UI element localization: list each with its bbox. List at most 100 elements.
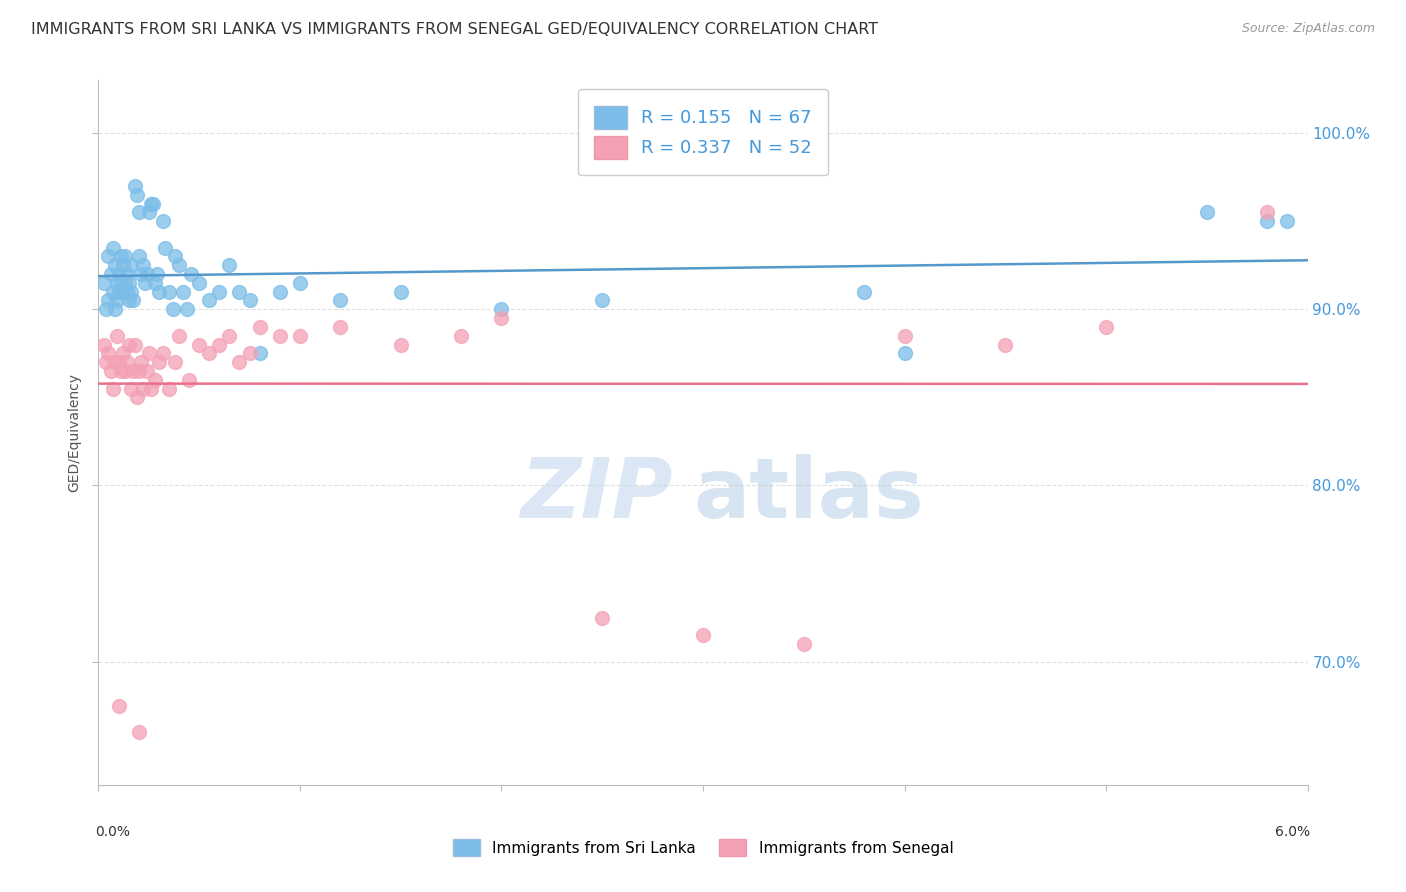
Point <box>114 364 136 378</box>
Text: 0.0%: 0.0% <box>96 825 131 839</box>
Legend: R = 0.155   N = 67, R = 0.337   N = 52: R = 0.155 N = 67, R = 0.337 N = 52 <box>578 89 828 176</box>
Point <box>591 293 613 308</box>
Point <box>208 285 231 299</box>
Point <box>129 267 152 281</box>
Point <box>107 698 129 713</box>
Point <box>179 373 201 387</box>
Point <box>389 285 412 299</box>
Point <box>138 205 160 219</box>
Point <box>172 285 194 299</box>
Point <box>198 293 221 308</box>
Point <box>105 276 128 290</box>
Point <box>107 355 129 369</box>
Point <box>176 302 198 317</box>
Point <box>93 276 115 290</box>
Y-axis label: GED/Equivalency: GED/Equivalency <box>67 373 82 492</box>
Point <box>107 267 129 281</box>
Point <box>239 346 262 360</box>
Text: atlas: atlas <box>693 454 924 535</box>
Point <box>491 311 513 326</box>
Point <box>450 328 472 343</box>
Point <box>148 285 170 299</box>
Point <box>288 328 311 343</box>
Point <box>93 337 115 351</box>
Point <box>198 346 221 360</box>
Point <box>1256 205 1278 219</box>
Point <box>135 267 157 281</box>
Text: Source: ZipAtlas.com: Source: ZipAtlas.com <box>1241 22 1375 36</box>
Point <box>208 337 231 351</box>
Point <box>228 285 250 299</box>
Text: ZIP: ZIP <box>520 454 672 535</box>
Text: IMMIGRANTS FROM SRI LANKA VS IMMIGRANTS FROM SENEGAL GED/EQUIVALENCY CORRELATION: IMMIGRANTS FROM SRI LANKA VS IMMIGRANTS … <box>31 22 879 37</box>
Point <box>249 346 271 360</box>
Point <box>188 276 211 290</box>
Point <box>853 285 876 299</box>
Point <box>138 346 160 360</box>
Point <box>103 355 125 369</box>
Point <box>288 276 311 290</box>
Point <box>101 285 124 299</box>
Point <box>121 364 143 378</box>
Point <box>148 355 170 369</box>
Point <box>118 337 141 351</box>
Point <box>118 276 141 290</box>
Point <box>105 328 128 343</box>
Point <box>114 276 136 290</box>
Point <box>228 355 250 369</box>
Point <box>152 346 174 360</box>
Point <box>110 250 132 264</box>
Point <box>107 285 129 299</box>
Point <box>128 725 150 739</box>
Point <box>132 258 155 272</box>
Point <box>329 293 352 308</box>
Point <box>120 382 142 396</box>
Point <box>994 337 1017 351</box>
Point <box>103 302 125 317</box>
Point <box>100 267 122 281</box>
Point <box>121 293 143 308</box>
Point <box>142 196 165 211</box>
Point <box>110 276 132 290</box>
Point <box>132 382 155 396</box>
Point <box>111 346 134 360</box>
Point <box>120 258 142 272</box>
Point <box>146 267 169 281</box>
Point <box>96 355 118 369</box>
Point <box>153 241 176 255</box>
Point <box>180 267 202 281</box>
Point <box>115 267 138 281</box>
Point <box>152 214 174 228</box>
Point <box>124 337 146 351</box>
Point <box>97 293 120 308</box>
Point <box>163 355 186 369</box>
Point <box>101 241 124 255</box>
Point <box>893 346 915 360</box>
Point <box>793 637 815 651</box>
Legend: Immigrants from Sri Lanka, Immigrants from Senegal: Immigrants from Sri Lanka, Immigrants fr… <box>447 833 959 862</box>
Point <box>157 382 180 396</box>
Point <box>110 364 132 378</box>
Point <box>389 337 412 351</box>
Point <box>269 328 291 343</box>
Point <box>128 205 150 219</box>
Point <box>134 276 156 290</box>
Point <box>129 355 152 369</box>
Point <box>103 258 125 272</box>
Point <box>111 258 134 272</box>
Point <box>167 328 190 343</box>
Point <box>111 285 134 299</box>
Point <box>1277 214 1299 228</box>
Point <box>139 196 162 211</box>
Point <box>115 285 138 299</box>
Point <box>135 364 157 378</box>
Point <box>139 382 162 396</box>
Point <box>118 293 141 308</box>
Point <box>1095 320 1118 334</box>
Point <box>162 302 184 317</box>
Point <box>124 179 146 194</box>
Point <box>120 285 142 299</box>
Point <box>591 610 613 624</box>
Point <box>115 355 138 369</box>
Point <box>101 382 124 396</box>
